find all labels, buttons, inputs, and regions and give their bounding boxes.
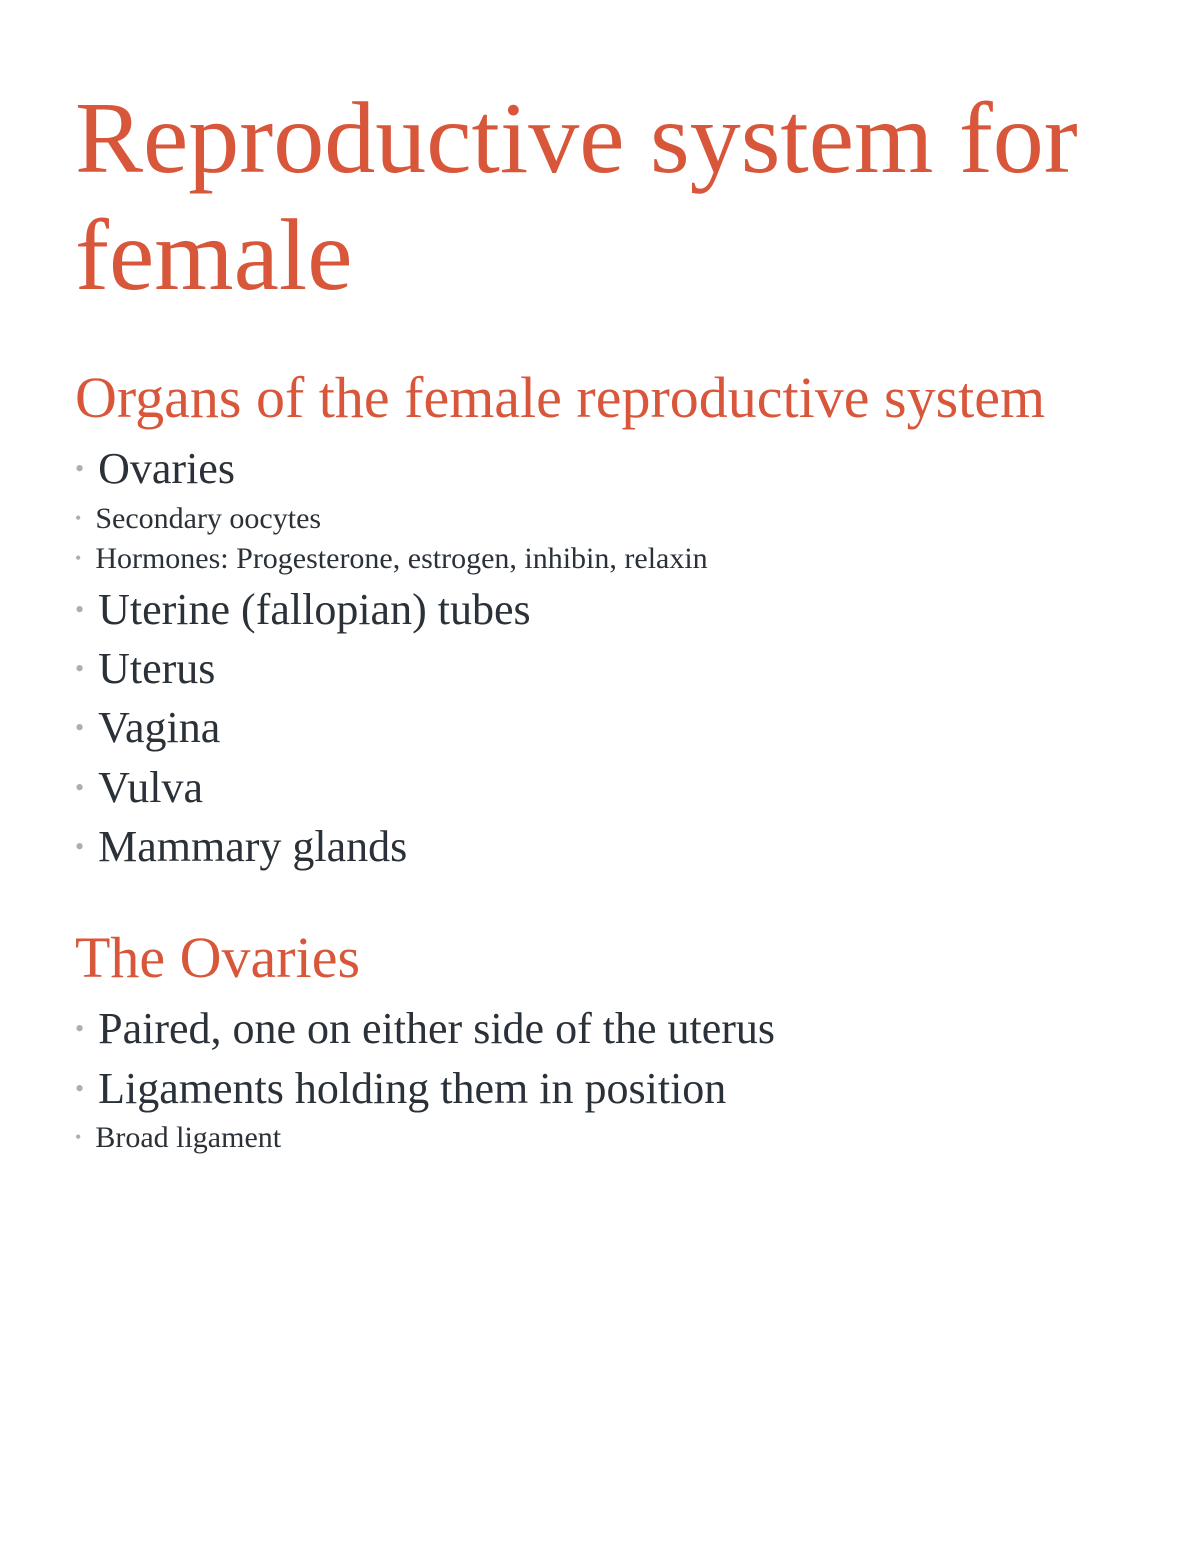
- list-item-text: Mammary glands: [98, 817, 407, 876]
- list-item: • Ovaries: [75, 439, 1125, 498]
- section-block: Organs of the female reproductive system…: [75, 365, 1125, 877]
- list-item-text: Broad ligament: [95, 1118, 281, 1159]
- list-item: • Uterine (fallopian) tubes: [75, 580, 1125, 639]
- bullet-icon: •: [75, 597, 84, 623]
- bullet-icon: •: [75, 509, 81, 527]
- bullet-icon: •: [75, 656, 84, 682]
- bullet-icon: •: [75, 834, 84, 860]
- list-item: • Broad ligament: [75, 1118, 1125, 1159]
- list-item: • Ligaments holding them in position: [75, 1059, 1125, 1118]
- list-item-text: Uterus: [98, 639, 215, 698]
- bullet-icon: •: [75, 1076, 84, 1102]
- bullet-icon: •: [75, 549, 81, 567]
- list-item-text: Uterine (fallopian) tubes: [98, 580, 531, 639]
- bullet-icon: •: [75, 1016, 84, 1042]
- list-item: • Vulva: [75, 758, 1125, 817]
- section-block: The Ovaries • Paired, one on either side o…: [75, 925, 1125, 1159]
- bullet-icon: •: [75, 715, 84, 741]
- list-item: • Hormones: Progesterone, estrogen, inhib…: [75, 539, 1125, 580]
- list-item: • Vagina: [75, 698, 1125, 757]
- list-item: • Mammary glands: [75, 817, 1125, 876]
- section-heading: Organs of the female reproductive system: [75, 365, 1125, 432]
- sections-container: Organs of the female reproductive system…: [75, 365, 1125, 1159]
- list-item: • Paired, one on either side of the uteru…: [75, 999, 1125, 1058]
- list-item-text: Vulva: [98, 758, 203, 817]
- list-item-text: Vagina: [98, 698, 220, 757]
- bullet-icon: •: [75, 775, 84, 801]
- section-heading: The Ovaries: [75, 925, 1125, 992]
- bullet-icon: •: [75, 1128, 81, 1146]
- bullet-icon: •: [75, 456, 84, 482]
- list-item-text: Hormones: Progesterone, estrogen, inhibi…: [95, 539, 707, 580]
- list-item: • Secondary oocytes: [75, 499, 1125, 540]
- list-item-text: Secondary oocytes: [95, 499, 321, 540]
- list-item: • Uterus: [75, 639, 1125, 698]
- list-item-text: Ligaments holding them in position: [98, 1059, 726, 1118]
- list-item-text: Ovaries: [98, 439, 235, 498]
- list-item-text: Paired, one on either side of the uterus: [98, 999, 775, 1058]
- document-title: Reproductive system for female: [75, 80, 1125, 315]
